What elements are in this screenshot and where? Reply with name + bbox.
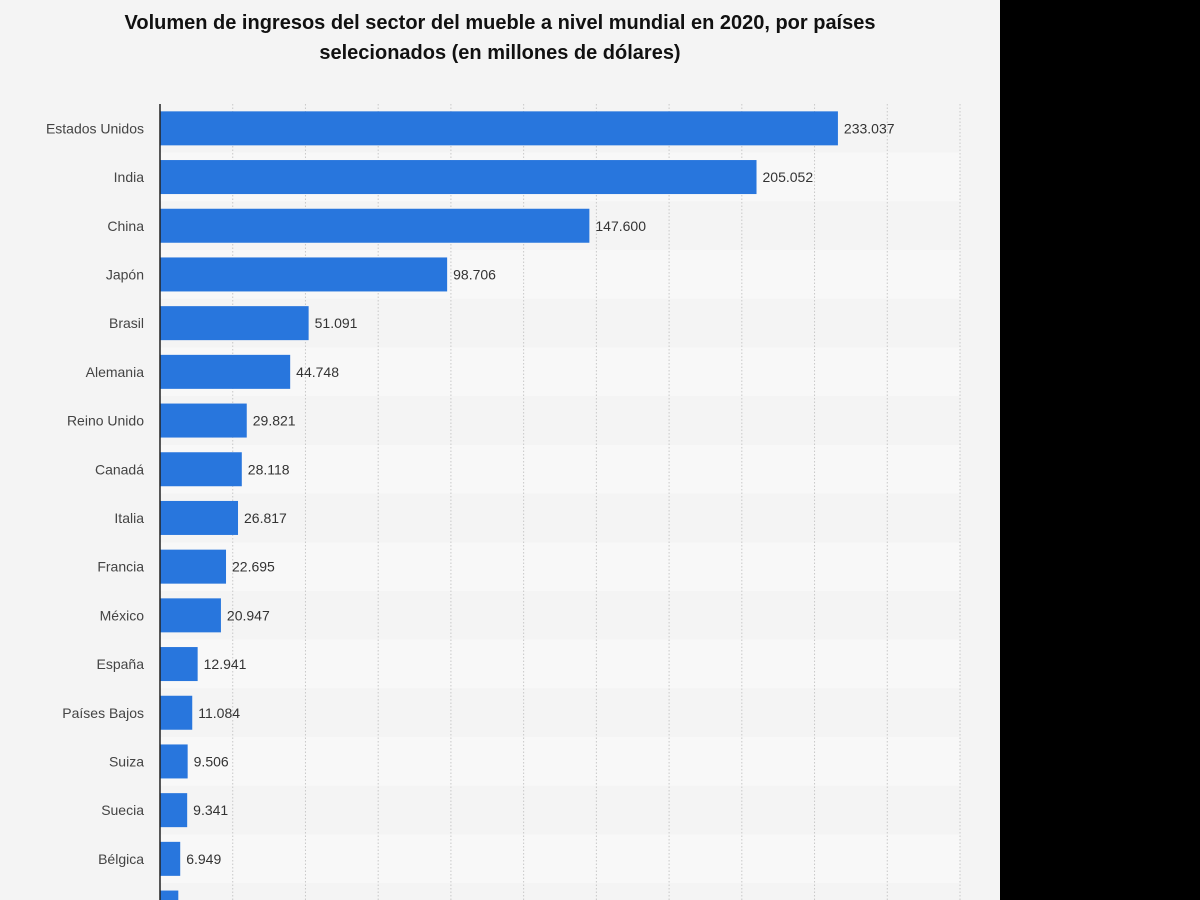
category-label: Reino Unido bbox=[67, 413, 144, 429]
data-label: 147.600 bbox=[595, 218, 646, 234]
category-label: Brasil bbox=[109, 315, 144, 331]
data-label: 12.941 bbox=[204, 656, 247, 672]
category-label: Japón bbox=[106, 266, 144, 282]
category-label: Estados Unidos bbox=[46, 120, 144, 136]
bar bbox=[160, 744, 188, 779]
data-label: 11.084 bbox=[198, 705, 240, 721]
data-label: 22.695 bbox=[232, 559, 275, 575]
row-band bbox=[160, 542, 960, 591]
row-band bbox=[160, 493, 960, 543]
data-label: 9.341 bbox=[193, 802, 228, 818]
bar bbox=[160, 695, 193, 730]
data-label: 28.118 bbox=[248, 461, 290, 477]
row-band bbox=[160, 347, 960, 397]
data-label: 20.947 bbox=[227, 607, 270, 623]
bar bbox=[160, 354, 291, 389]
category-label: China bbox=[107, 218, 144, 234]
bar bbox=[160, 500, 239, 535]
chart-panel: Volumen de ingresos del sector del muebl… bbox=[0, 0, 1000, 900]
data-label: 44.748 bbox=[296, 364, 339, 380]
category-label: Canadá bbox=[95, 461, 144, 477]
bar bbox=[160, 793, 188, 828]
data-label: 205.052 bbox=[763, 169, 814, 185]
category-label: India bbox=[114, 169, 145, 185]
row-band bbox=[160, 785, 960, 835]
bar bbox=[160, 111, 838, 146]
row-band bbox=[160, 444, 960, 494]
row-band bbox=[160, 591, 960, 640]
category-label: Países Bajos bbox=[62, 705, 144, 721]
bar bbox=[160, 890, 179, 900]
row-band bbox=[160, 883, 960, 900]
data-label: 26.817 bbox=[244, 510, 287, 526]
data-label: 6.949 bbox=[186, 851, 221, 867]
category-label: Bélgica bbox=[98, 851, 144, 867]
category-label: Francia bbox=[97, 559, 144, 575]
row-band bbox=[160, 396, 960, 445]
bar bbox=[160, 841, 181, 876]
category-label: Italia bbox=[114, 510, 144, 526]
chart-title-line-2: selecionados (en millones de dólares) bbox=[319, 42, 681, 64]
bar bbox=[160, 403, 247, 438]
category-label: España bbox=[97, 656, 145, 672]
data-label: 51.091 bbox=[315, 315, 358, 331]
bar bbox=[160, 160, 757, 195]
bar bbox=[160, 257, 448, 292]
bar-chart: Estados Unidos 233.037 India 205.052 China 14… bbox=[46, 104, 961, 900]
bar bbox=[160, 598, 221, 633]
row-band bbox=[160, 737, 960, 786]
bar bbox=[160, 208, 590, 243]
bar bbox=[160, 306, 309, 341]
category-label: México bbox=[100, 607, 145, 623]
bar bbox=[160, 647, 198, 682]
data-label: 233.037 bbox=[844, 120, 895, 136]
category-label: Alemania bbox=[86, 364, 145, 380]
data-label: 29.821 bbox=[253, 413, 296, 429]
chart-title: Volumen de ingresos del sector del muebl… bbox=[0, 8, 1000, 68]
bar bbox=[160, 452, 242, 487]
chart-title-line-1: Volumen de ingresos del sector del muebl… bbox=[124, 12, 876, 34]
row-band bbox=[160, 688, 960, 738]
category-label: Suecia bbox=[101, 802, 144, 818]
row-band bbox=[160, 834, 960, 884]
data-label: 98.706 bbox=[453, 266, 496, 282]
category-label: Suiza bbox=[109, 753, 144, 769]
data-label: 9.506 bbox=[194, 753, 229, 769]
row-band bbox=[160, 639, 960, 689]
bar bbox=[160, 549, 227, 584]
